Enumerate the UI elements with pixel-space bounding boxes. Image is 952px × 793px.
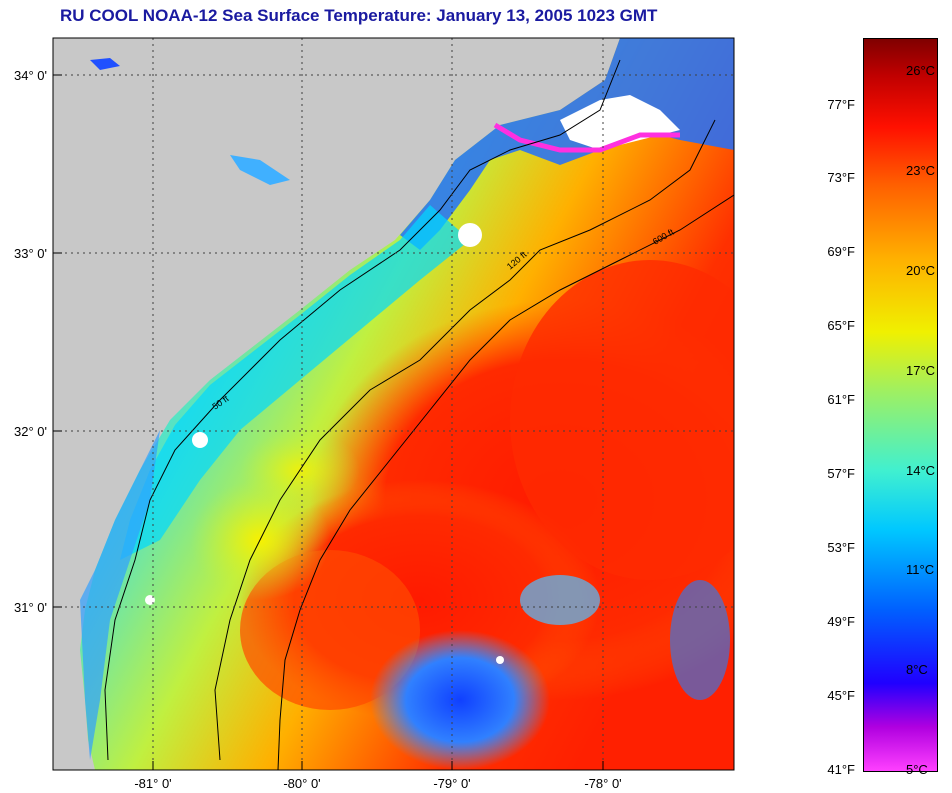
celsius-tick-label: 14°C — [906, 462, 936, 478]
fahrenheit-tick-label: 57°F — [827, 466, 855, 482]
celsius-tick-label: 20°C — [906, 262, 936, 278]
lat-label: 34° 0' — [14, 68, 47, 83]
celsius-tick-label: 11°C — [906, 562, 935, 578]
fahrenheit-tick-label: 45°F — [827, 688, 855, 704]
fahrenheit-tick-label: 69°F — [827, 244, 855, 260]
map-title: RU COOL NOAA-12 Sea Surface Temperature:… — [60, 6, 658, 25]
fahrenheit-tick-label: 61°F — [827, 392, 855, 408]
lat-label: 32° 0' — [14, 424, 47, 439]
fahrenheit-tick-label: 73°F — [827, 170, 855, 186]
contour-50ft — [104, 59, 621, 761]
fahrenheit-tick-label: 77°F — [827, 96, 855, 112]
lat-label: 33° 0' — [14, 246, 47, 261]
celsius-tick-label: 23°C — [906, 163, 936, 179]
lon-label: -78° 0' — [584, 776, 621, 791]
celsius-tick-label: 8°C — [906, 662, 928, 678]
fahrenheit-tick-label: 53°F — [827, 540, 855, 556]
lat-label: 31° 0' — [14, 600, 47, 615]
lon-label: -81° 0' — [134, 776, 171, 791]
celsius-tick-label: 5°C — [906, 762, 928, 777]
fahrenheit-tick-label: 65°F — [827, 318, 855, 334]
celsius-tick-label: 17°C — [906, 362, 936, 378]
lon-label: -80° 0' — [283, 776, 320, 791]
colorbar — [863, 38, 938, 772]
lon-label: -79° 0' — [433, 776, 470, 791]
fahrenheit-tick-label: 41°F — [827, 762, 855, 777]
contour-600ft — [277, 194, 734, 770]
celsius-tick-label: 26°C — [906, 63, 936, 79]
contour-120ft — [214, 119, 716, 761]
map-frame — [52, 37, 735, 771]
fahrenheit-tick-label: 49°F — [827, 614, 855, 630]
